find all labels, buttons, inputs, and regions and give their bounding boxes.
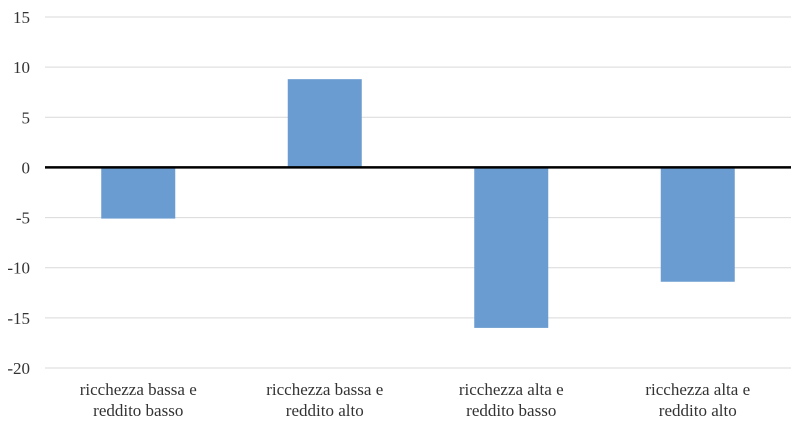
x-category-label-line: reddito alto: [659, 401, 737, 420]
x-category-label: ricchezza alta e reddito basso: [459, 380, 564, 420]
x-category-label-line: reddito basso: [93, 401, 183, 420]
y-tick-label: -5: [16, 209, 30, 228]
x-category-label: ricchezza bassa e reddito alto: [266, 380, 383, 420]
bars: [101, 79, 735, 328]
y-tick-label: -10: [7, 259, 30, 278]
x-category-label-line: ricchezza bassa e: [80, 380, 197, 399]
x-category-label: ricchezza bassa e reddito basso: [80, 380, 197, 420]
bar: [474, 167, 549, 328]
bar: [101, 167, 176, 219]
x-category-label: ricchezza alta e reddito alto: [645, 380, 750, 420]
y-tick-label: 15: [13, 8, 30, 27]
y-tick-label: 5: [22, 108, 31, 127]
x-category-label-line: reddito basso: [466, 401, 556, 420]
y-tick-label: -15: [7, 309, 30, 328]
y-tick-label: -20: [7, 359, 30, 378]
x-category-label-line: ricchezza alta e: [645, 380, 750, 399]
x-category-label-line: reddito alto: [286, 401, 364, 420]
x-axis-category-labels: ricchezza bassa e reddito bassoricchezza …: [80, 380, 750, 420]
bar: [287, 79, 362, 168]
x-category-label-line: ricchezza bassa e: [266, 380, 383, 399]
y-axis-tick-labels: 15 10 5 0 -5 -10 -15 -20: [7, 8, 30, 378]
x-category-label-line: ricchezza alta e: [459, 380, 564, 399]
bar: [660, 167, 735, 282]
y-tick-label: 0: [22, 158, 31, 177]
y-tick-label: 10: [13, 58, 30, 77]
